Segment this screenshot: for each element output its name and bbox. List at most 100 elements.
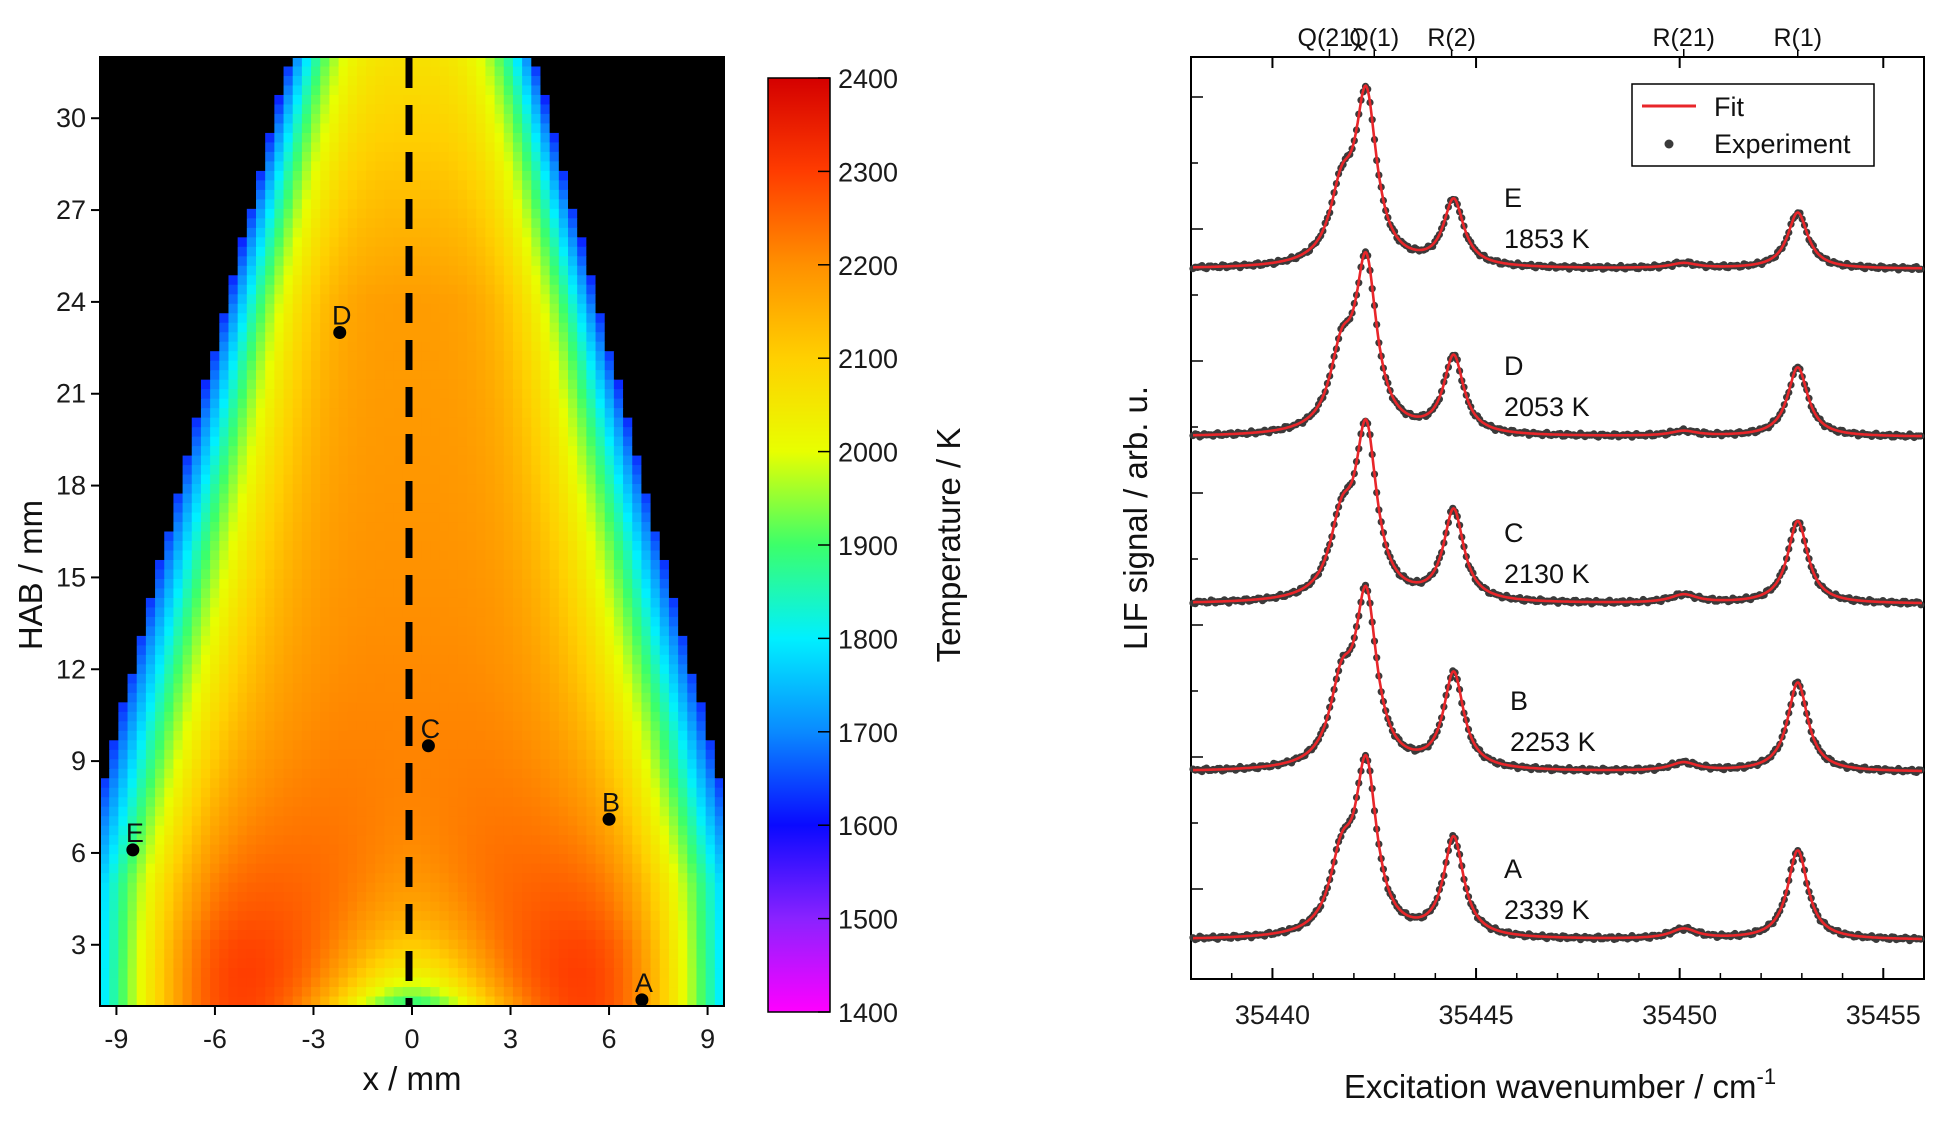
heatmap-cell [173,294,184,305]
heatmap-cell [384,607,395,618]
heatmap-cell [568,484,578,495]
heatmap-cell [219,540,230,552]
heatmap-cell [311,465,321,476]
heatmap-cell [650,616,661,627]
heatmap-cell [604,427,615,438]
heatmap-cell [338,446,349,457]
heatmap-cell [182,151,193,162]
heatmap-cell [641,57,652,68]
heatmap-cell [366,493,376,504]
heatmap-cell [109,75,119,87]
heatmap-cell [127,398,138,409]
heatmap-cell [274,578,285,590]
heatmap-cell [210,531,220,542]
heatmap-cell [503,303,514,314]
heatmap-cell [274,702,285,713]
heatmap-cell [164,512,175,523]
heatmap-cell [384,75,395,87]
heatmap-cell [687,607,698,618]
heatmap-cell [687,578,698,590]
heatmap-cell [430,493,441,504]
heatmap-cell [439,379,450,390]
heatmap-cell [375,85,386,96]
heatmap-cell [347,246,358,257]
heatmap-cell [668,721,679,732]
heatmap-cell [210,607,220,618]
heatmap-cell [200,132,211,144]
heatmap-cell [650,284,661,295]
heatmap-cell [127,512,138,523]
heatmap-cell [448,398,459,409]
heatmap-cell [485,142,496,153]
heatmap-cell [384,531,395,542]
heatmap-cell [659,465,670,476]
heatmap-cell [641,616,652,627]
heatmap-cell [246,493,257,504]
heatmap-cell [485,360,496,371]
heatmap-cell [457,113,468,125]
heatmap-cell [274,550,285,561]
heatmap-cell [650,540,661,552]
heatmap-cell [191,578,202,590]
heatmap-cell [283,132,294,144]
heatmap-cell [485,484,496,495]
heatmap-cell [311,389,321,400]
heatmap-cell [623,578,633,590]
heatmap-cell [659,85,670,96]
heatmap-cell [182,664,193,675]
heatmap-cell [182,522,193,533]
heatmap-cell [265,683,275,694]
heatmap-cell [586,389,597,400]
heatmap-cell [421,588,431,599]
heatmap-cell [384,569,395,580]
heatmap-cell [246,94,257,106]
heatmap-cell [118,332,129,343]
heatmap-cell [494,588,505,599]
heatmap-cell [402,474,413,485]
heatmap-cell [714,313,725,324]
heatmap-cell [439,654,450,665]
heatmap-cell [118,85,129,96]
heatmap-cell [311,749,321,760]
heatmap-cell [127,189,138,200]
heatmap-cell [430,132,441,144]
heatmap-cell [145,455,156,466]
heatmap-cell [494,673,505,684]
heatmap-cell [714,360,725,371]
heatmap-cell [531,180,542,191]
heatmap-cell [678,113,688,125]
heatmap-cell [586,256,597,267]
heatmap-cell [421,57,431,68]
heatmap-cell [549,284,560,295]
heatmap-cell [366,389,376,400]
heatmap-cell [375,474,386,485]
heatmap-cell [613,531,624,542]
heatmap-cell [292,85,303,96]
heatmap-cell [485,540,496,552]
heatmap-cell [301,341,312,352]
heatmap-cell [696,170,707,181]
heatmap-cell [595,522,606,533]
heatmap-cell [531,237,542,248]
heatmap-cell [265,692,275,703]
heatmap-cell [237,711,248,722]
heatmap-cell [155,408,165,419]
heatmap-cell [301,645,312,656]
heatmap-cell [118,379,129,390]
heatmap-cell [641,275,652,286]
heatmap-cell [136,446,147,457]
heatmap-cell [210,66,220,77]
heatmap-cell [366,180,376,191]
heatmap-cell [485,189,496,200]
heatmap-cell [136,531,147,542]
heatmap-cell [347,227,358,238]
heatmap-cell [274,332,285,343]
heatmap-cell [531,654,542,665]
heatmap-cell [558,379,569,390]
heatmap-cell [393,294,404,305]
heatmap-cell [246,455,257,466]
heatmap-cell [421,208,431,219]
heatmap-cell [191,721,202,732]
heatmap-cell [375,284,386,295]
heatmap-cell [540,142,551,153]
